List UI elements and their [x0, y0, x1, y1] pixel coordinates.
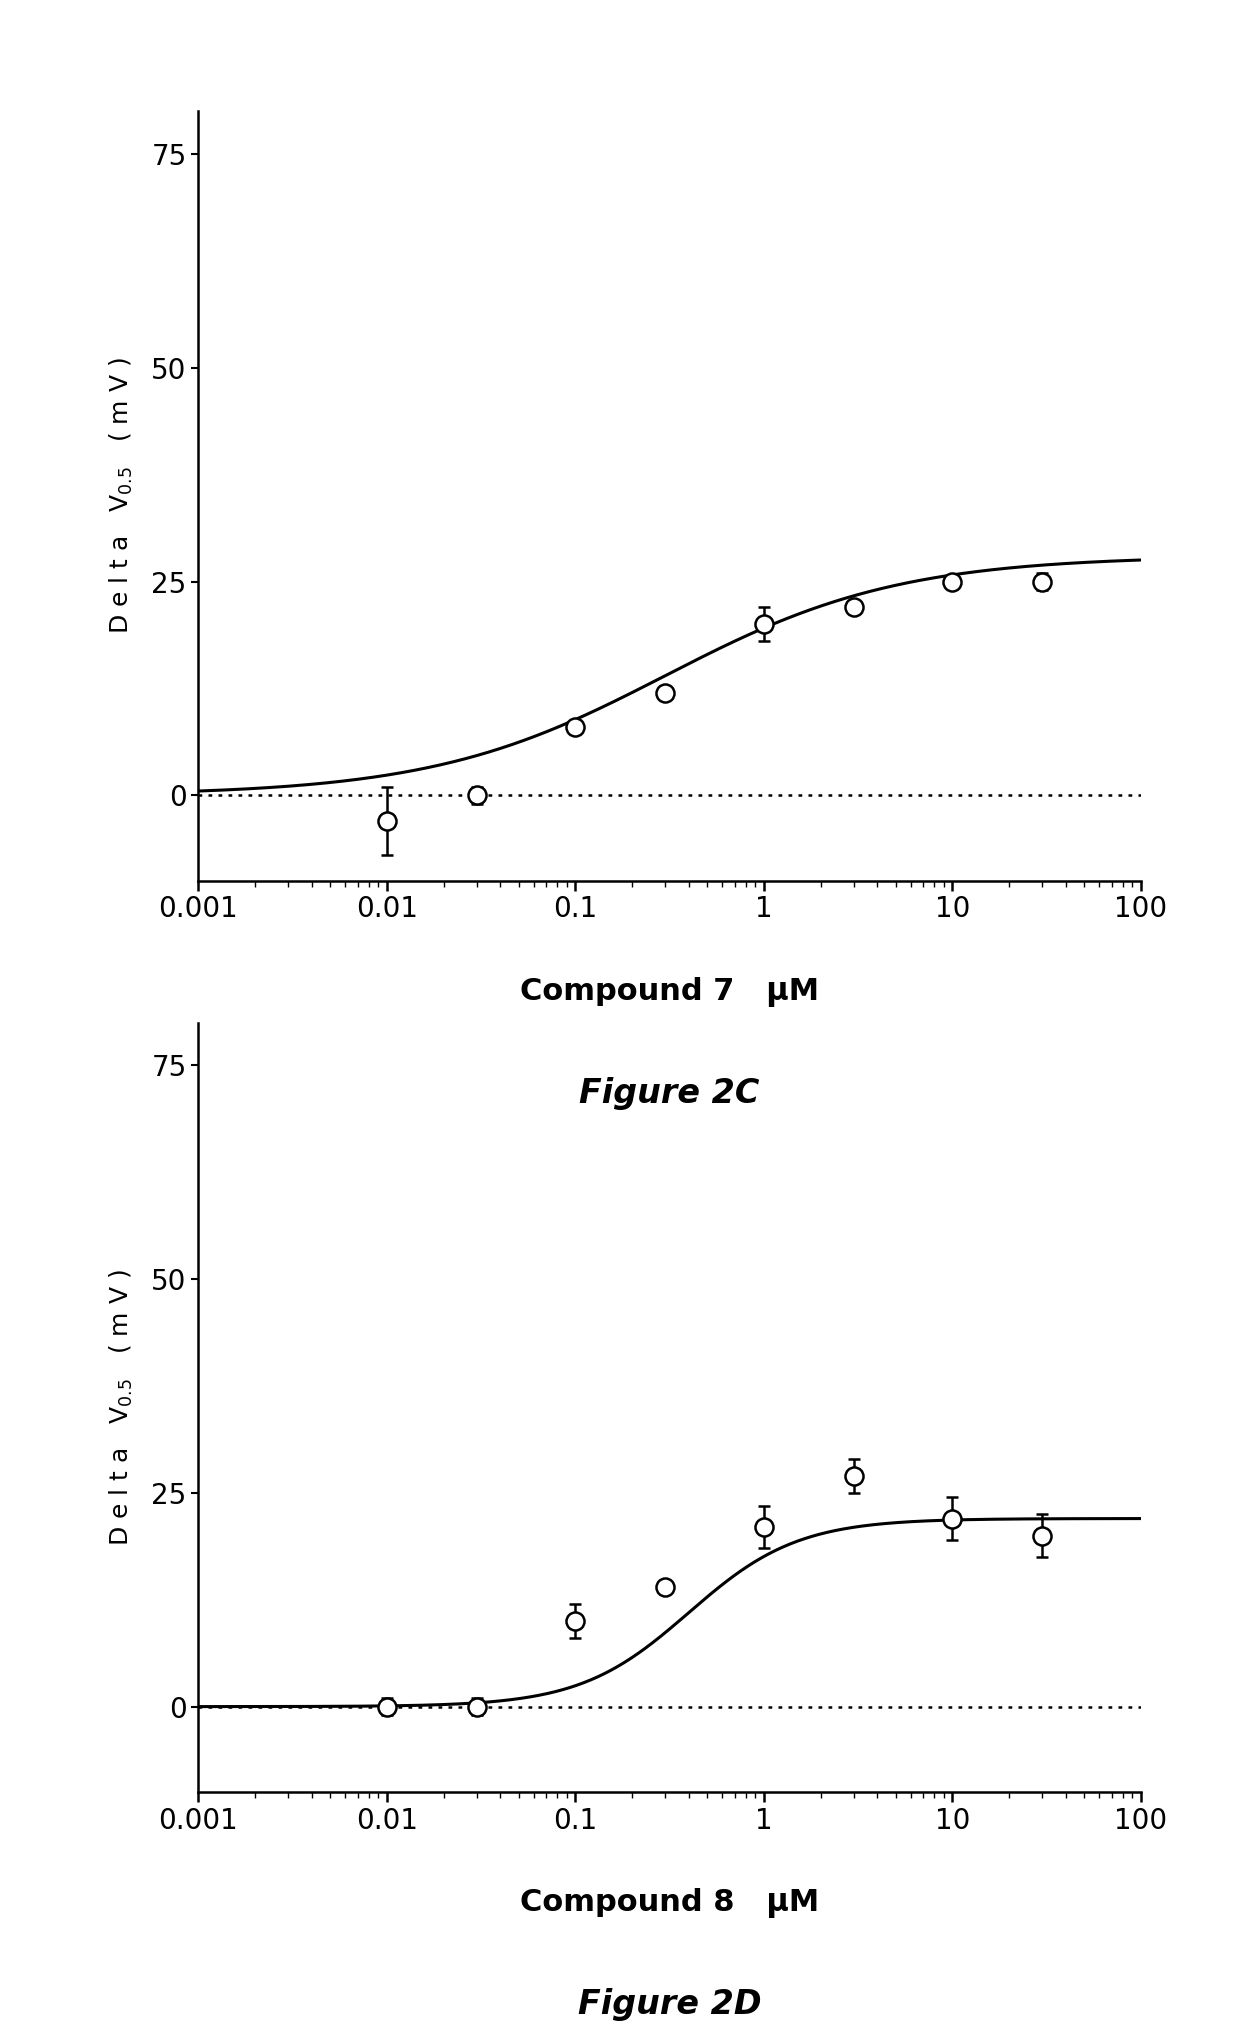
- Text: Figure 2D: Figure 2D: [578, 1989, 761, 2021]
- Text: Figure 2C: Figure 2C: [579, 1077, 760, 1110]
- Y-axis label: D e l t a   V$_{0.5}$   ( m V ): D e l t a V$_{0.5}$ ( m V ): [108, 358, 135, 634]
- Text: Compound 8   μM: Compound 8 μM: [520, 1889, 820, 1918]
- Text: Compound 7   μM: Compound 7 μM: [520, 978, 820, 1006]
- Y-axis label: D e l t a   V$_{0.5}$   ( m V ): D e l t a V$_{0.5}$ ( m V ): [108, 1270, 135, 1545]
